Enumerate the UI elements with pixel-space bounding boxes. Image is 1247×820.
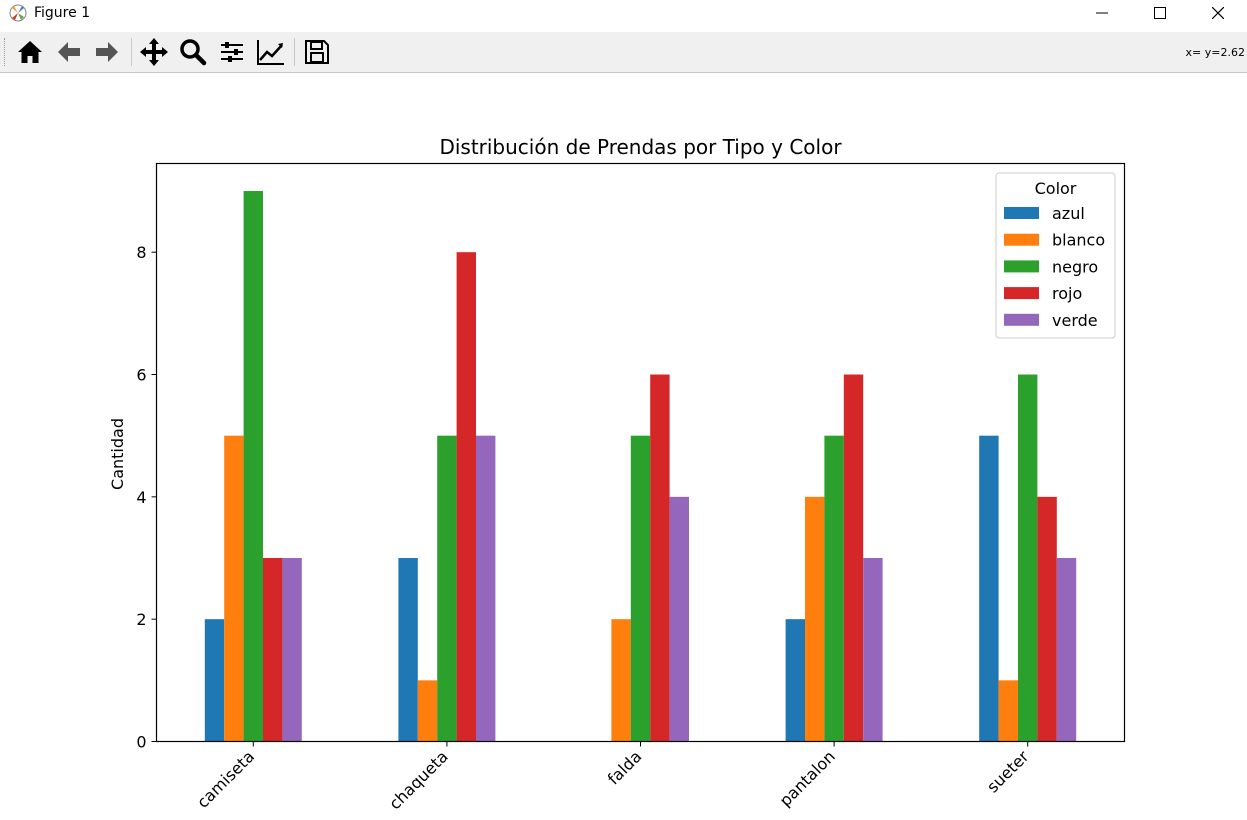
- save-button[interactable]: [300, 36, 334, 68]
- legend-title: Color: [1035, 179, 1077, 198]
- legend-swatch-blanco: [1004, 233, 1039, 246]
- home-button[interactable]: [13, 36, 47, 68]
- pan-icon: [140, 38, 168, 66]
- edit-axes-button[interactable]: [254, 36, 288, 68]
- plot-area-frame: [155, 162, 1126, 743]
- bar-falda-verde: [669, 496, 689, 742]
- x-tick-label: falda: [604, 747, 646, 789]
- chart-title: Distribución de Prendas por Tipo y Color: [439, 135, 842, 159]
- zoom-icon: [180, 39, 207, 66]
- subplots-icon: [221, 42, 243, 62]
- maximize-button[interactable]: [1131, 0, 1189, 26]
- y-tick-label: 2: [136, 610, 146, 629]
- x-tick-label: pantalon: [776, 747, 839, 810]
- maximize-icon: [1154, 7, 1166, 19]
- forward-icon: [96, 42, 118, 62]
- pan-button[interactable]: [137, 36, 171, 68]
- bar-chaqueta-negro: [437, 435, 457, 742]
- bar-sueter-azul: [979, 435, 999, 742]
- bar-falda-blanco: [611, 619, 631, 742]
- legend-swatch-azul: [1004, 207, 1039, 219]
- bar-pantalon-verde: [863, 558, 883, 742]
- bar-sueter-blanco: [998, 680, 1018, 742]
- matplotlib-icon: [9, 4, 27, 22]
- bar-sueter-verde: [1056, 558, 1077, 742]
- legend-swatch-verde: [1004, 313, 1039, 326]
- back-icon: [58, 42, 80, 62]
- y-tick-label: 8: [136, 243, 146, 262]
- bar-camiseta-negro: [243, 191, 263, 742]
- legend-label-blanco: blanco: [1052, 231, 1105, 250]
- close-button[interactable]: [1189, 0, 1247, 26]
- y-tick-label: 6: [136, 366, 146, 385]
- bar-sueter-negro: [1018, 374, 1038, 742]
- toolbar-separator: [294, 38, 295, 66]
- navigation-toolbar: x= y=2.62: [0, 32, 1247, 73]
- forward-button[interactable]: [90, 36, 124, 68]
- x-tick-label: chaqueta: [385, 747, 451, 813]
- bar-camiseta-rojo: [263, 558, 283, 742]
- y-tick-label: 4: [136, 488, 146, 507]
- window-title: Figure 1: [34, 5, 91, 21]
- bar-camiseta-blanco: [224, 435, 244, 742]
- close-icon: [1212, 7, 1224, 19]
- bars-group: [204, 191, 1077, 742]
- bar-falda-negro: [630, 435, 651, 742]
- minimize-icon: [1096, 12, 1108, 14]
- bar-pantalon-negro: [824, 435, 844, 742]
- title-bar: Figure 1: [0, 0, 1247, 26]
- cursor-coordinates: x= y=2.62: [1185, 46, 1245, 59]
- figure-canvas[interactable]: Distribución de Prendas por Tipo y Color…: [0, 73, 1247, 820]
- legend-swatch-rojo: [1004, 287, 1039, 300]
- bar-pantalon-rojo: [843, 374, 864, 742]
- bar-camiseta-verde: [282, 558, 302, 742]
- zoom-button[interactable]: [176, 36, 210, 68]
- home-icon: [18, 41, 42, 63]
- bar-chaqueta-azul: [398, 558, 418, 742]
- bar-pantalon-blanco: [805, 496, 825, 742]
- bar-chaqueta-rojo: [456, 252, 476, 742]
- legend-label-azul: azul: [1052, 204, 1085, 223]
- save-icon: [305, 40, 329, 64]
- bar-chaqueta-blanco: [417, 680, 438, 742]
- toolbar-grip: [4, 38, 7, 66]
- bar-falda-rojo: [650, 374, 670, 742]
- bar-pantalon-azul: [785, 619, 805, 742]
- bar-sueter-rojo: [1037, 496, 1057, 742]
- toolbar-separator: [131, 38, 132, 66]
- y-tick-label: 0: [136, 733, 146, 752]
- edit-axes-icon: [257, 40, 284, 65]
- x-tick-label: sueter: [983, 747, 1033, 797]
- subplots-button[interactable]: [215, 36, 249, 68]
- y-axis-label: Cantidad: [108, 418, 127, 490]
- legend-label-verde: verde: [1052, 311, 1098, 330]
- x-tick-label: camiseta: [193, 747, 258, 812]
- legend-swatch-negro: [1004, 260, 1039, 273]
- legend-label-negro: negro: [1052, 257, 1098, 276]
- bar-chaqueta-verde: [476, 435, 496, 742]
- back-button[interactable]: [52, 36, 86, 68]
- bar-camiseta-azul: [204, 619, 225, 742]
- minimize-button[interactable]: [1073, 0, 1131, 26]
- legend-label-rojo: rojo: [1052, 284, 1082, 303]
- legend: Color azul blanco negro rojo verde: [995, 172, 1116, 339]
